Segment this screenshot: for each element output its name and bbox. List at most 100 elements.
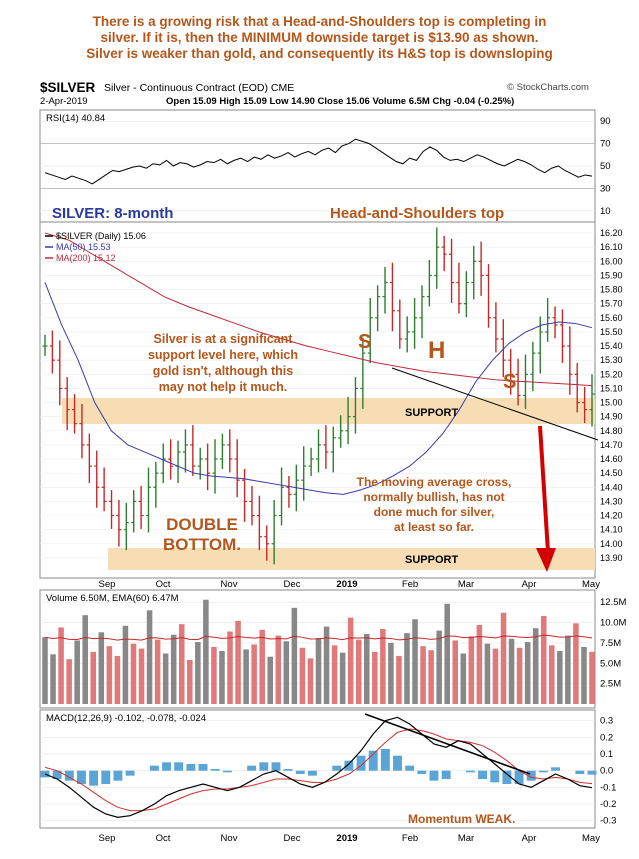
price-bar [412,298,418,349]
price-bar [182,429,188,473]
price-tick-label: 15.50 [600,327,623,337]
price-tick-label: 14.20 [600,511,623,521]
price-bar [168,439,174,480]
macd-tick-label: 0.2 [600,732,613,743]
annotation-line: may not help it much. [159,380,288,394]
price-tick-label: 16.10 [600,242,623,252]
volume-bar [74,640,80,704]
volume-label: Volume 6.50M, EMA(60) 6.47M [46,593,179,604]
price-bar [441,235,447,272]
volume-bar [187,660,193,704]
volume-bar [428,650,434,704]
rsi-panel: RSI(14) 40.84 10 30 50 70 90 [39,109,611,223]
volume-bar [372,651,378,704]
volume-bar [380,629,386,704]
x-tick-label: Oct [156,833,171,844]
support-label-upper: SUPPORT [405,407,458,419]
volume-tick-label: 12.5M [600,597,626,608]
volume-bar [227,631,233,704]
macd-tick-label: -0.2 [600,799,616,810]
price-bar [330,426,336,473]
volume-bar [524,642,531,704]
macd-histogram-bar [551,767,560,771]
macd-histogram-bar [490,770,500,783]
price-tick-label: 15.30 [600,355,623,365]
price-tick-label: 16.20 [600,228,623,238]
volume-bar [243,649,249,704]
annotation-line: normally bullish, has not [363,490,504,504]
price-bar [456,262,462,314]
volume-bar [219,651,225,704]
price-bar [367,298,373,363]
annotation-line: The moving average cross, [357,475,512,489]
support-band-lower [108,548,595,570]
volume-bar [154,639,161,704]
x-tick-label: Dec [284,833,301,844]
macd-histogram-bar [429,770,439,781]
head-label: H [428,337,445,364]
hs-title: Head-and-Shoulders top [330,205,504,222]
price-bar [389,262,395,332]
volume-bar [42,637,48,704]
price-bar [515,358,521,406]
ma200-line [44,232,593,387]
price-tick-label: 14.00 [600,539,623,549]
macd-histogram-bar [295,770,305,774]
momentum-note: Momentum WEAK. [408,812,515,826]
price-bar [57,340,63,406]
price-bar [101,467,107,512]
volume-bar [347,617,354,704]
price-bar [382,266,388,314]
x-tick-label: May [582,833,600,844]
price-bar [271,499,277,565]
volume-bar [339,652,346,704]
price-bar [567,326,573,395]
x-tick-label: Feb [402,833,418,844]
price-bar [463,271,469,318]
x-tick-label: Mar [458,579,474,590]
ma-note: The moving average cross,normally bullis… [357,475,512,534]
macd-histogram-bar [113,770,123,781]
price-tick-label: 15.80 [600,285,623,295]
annotation-line: support level here, which [148,348,298,362]
volume-bar [66,659,72,704]
volume-bar [122,625,129,704]
ohlc-summary: Open 15.09 High 15.09 Low 14.90 Close 15… [166,96,515,107]
main-title: SILVER: 8-month [52,205,173,222]
macd-histogram-bar [162,762,172,771]
volume-tick-label: 10.0M [600,618,626,629]
price-bar [360,337,366,409]
price-bar [434,227,440,289]
price-tick-label: 14.50 [600,468,623,478]
volume-bar [388,642,394,704]
legend-entry: MA(50) 15.53 [56,242,111,252]
annotation-line: Silver is at a significant [154,332,294,346]
volume-bar [259,629,265,704]
price-bar [249,485,255,526]
volume-bar [98,632,105,704]
volume-bar [203,599,209,704]
price-bar [375,285,381,332]
macd-label: MACD(12,26,9) -0.102, -0.078, -0.024 [46,713,206,724]
volume-bar [235,620,241,704]
volume-bar [565,635,571,704]
price-tick-label: 15.60 [600,313,623,323]
volume-bar [50,654,56,704]
support-band-upper [62,398,595,424]
price-bar [338,415,344,448]
volume-ema-line [44,634,593,641]
volume-bar [178,624,185,704]
x-tick-label: Nov [221,833,238,844]
macd-histogram-bar [465,770,475,773]
price-bar [205,443,211,491]
macd-histogram-bar [198,764,208,771]
price-bar [190,425,196,476]
volume-tick-label: 5.0M [600,658,621,669]
price-bar [574,362,580,413]
price-bar [500,319,506,378]
annotation-line: at least so far. [394,520,474,534]
volume-bar [581,646,587,704]
volume-bar [476,624,483,704]
volume-bar [307,658,314,704]
